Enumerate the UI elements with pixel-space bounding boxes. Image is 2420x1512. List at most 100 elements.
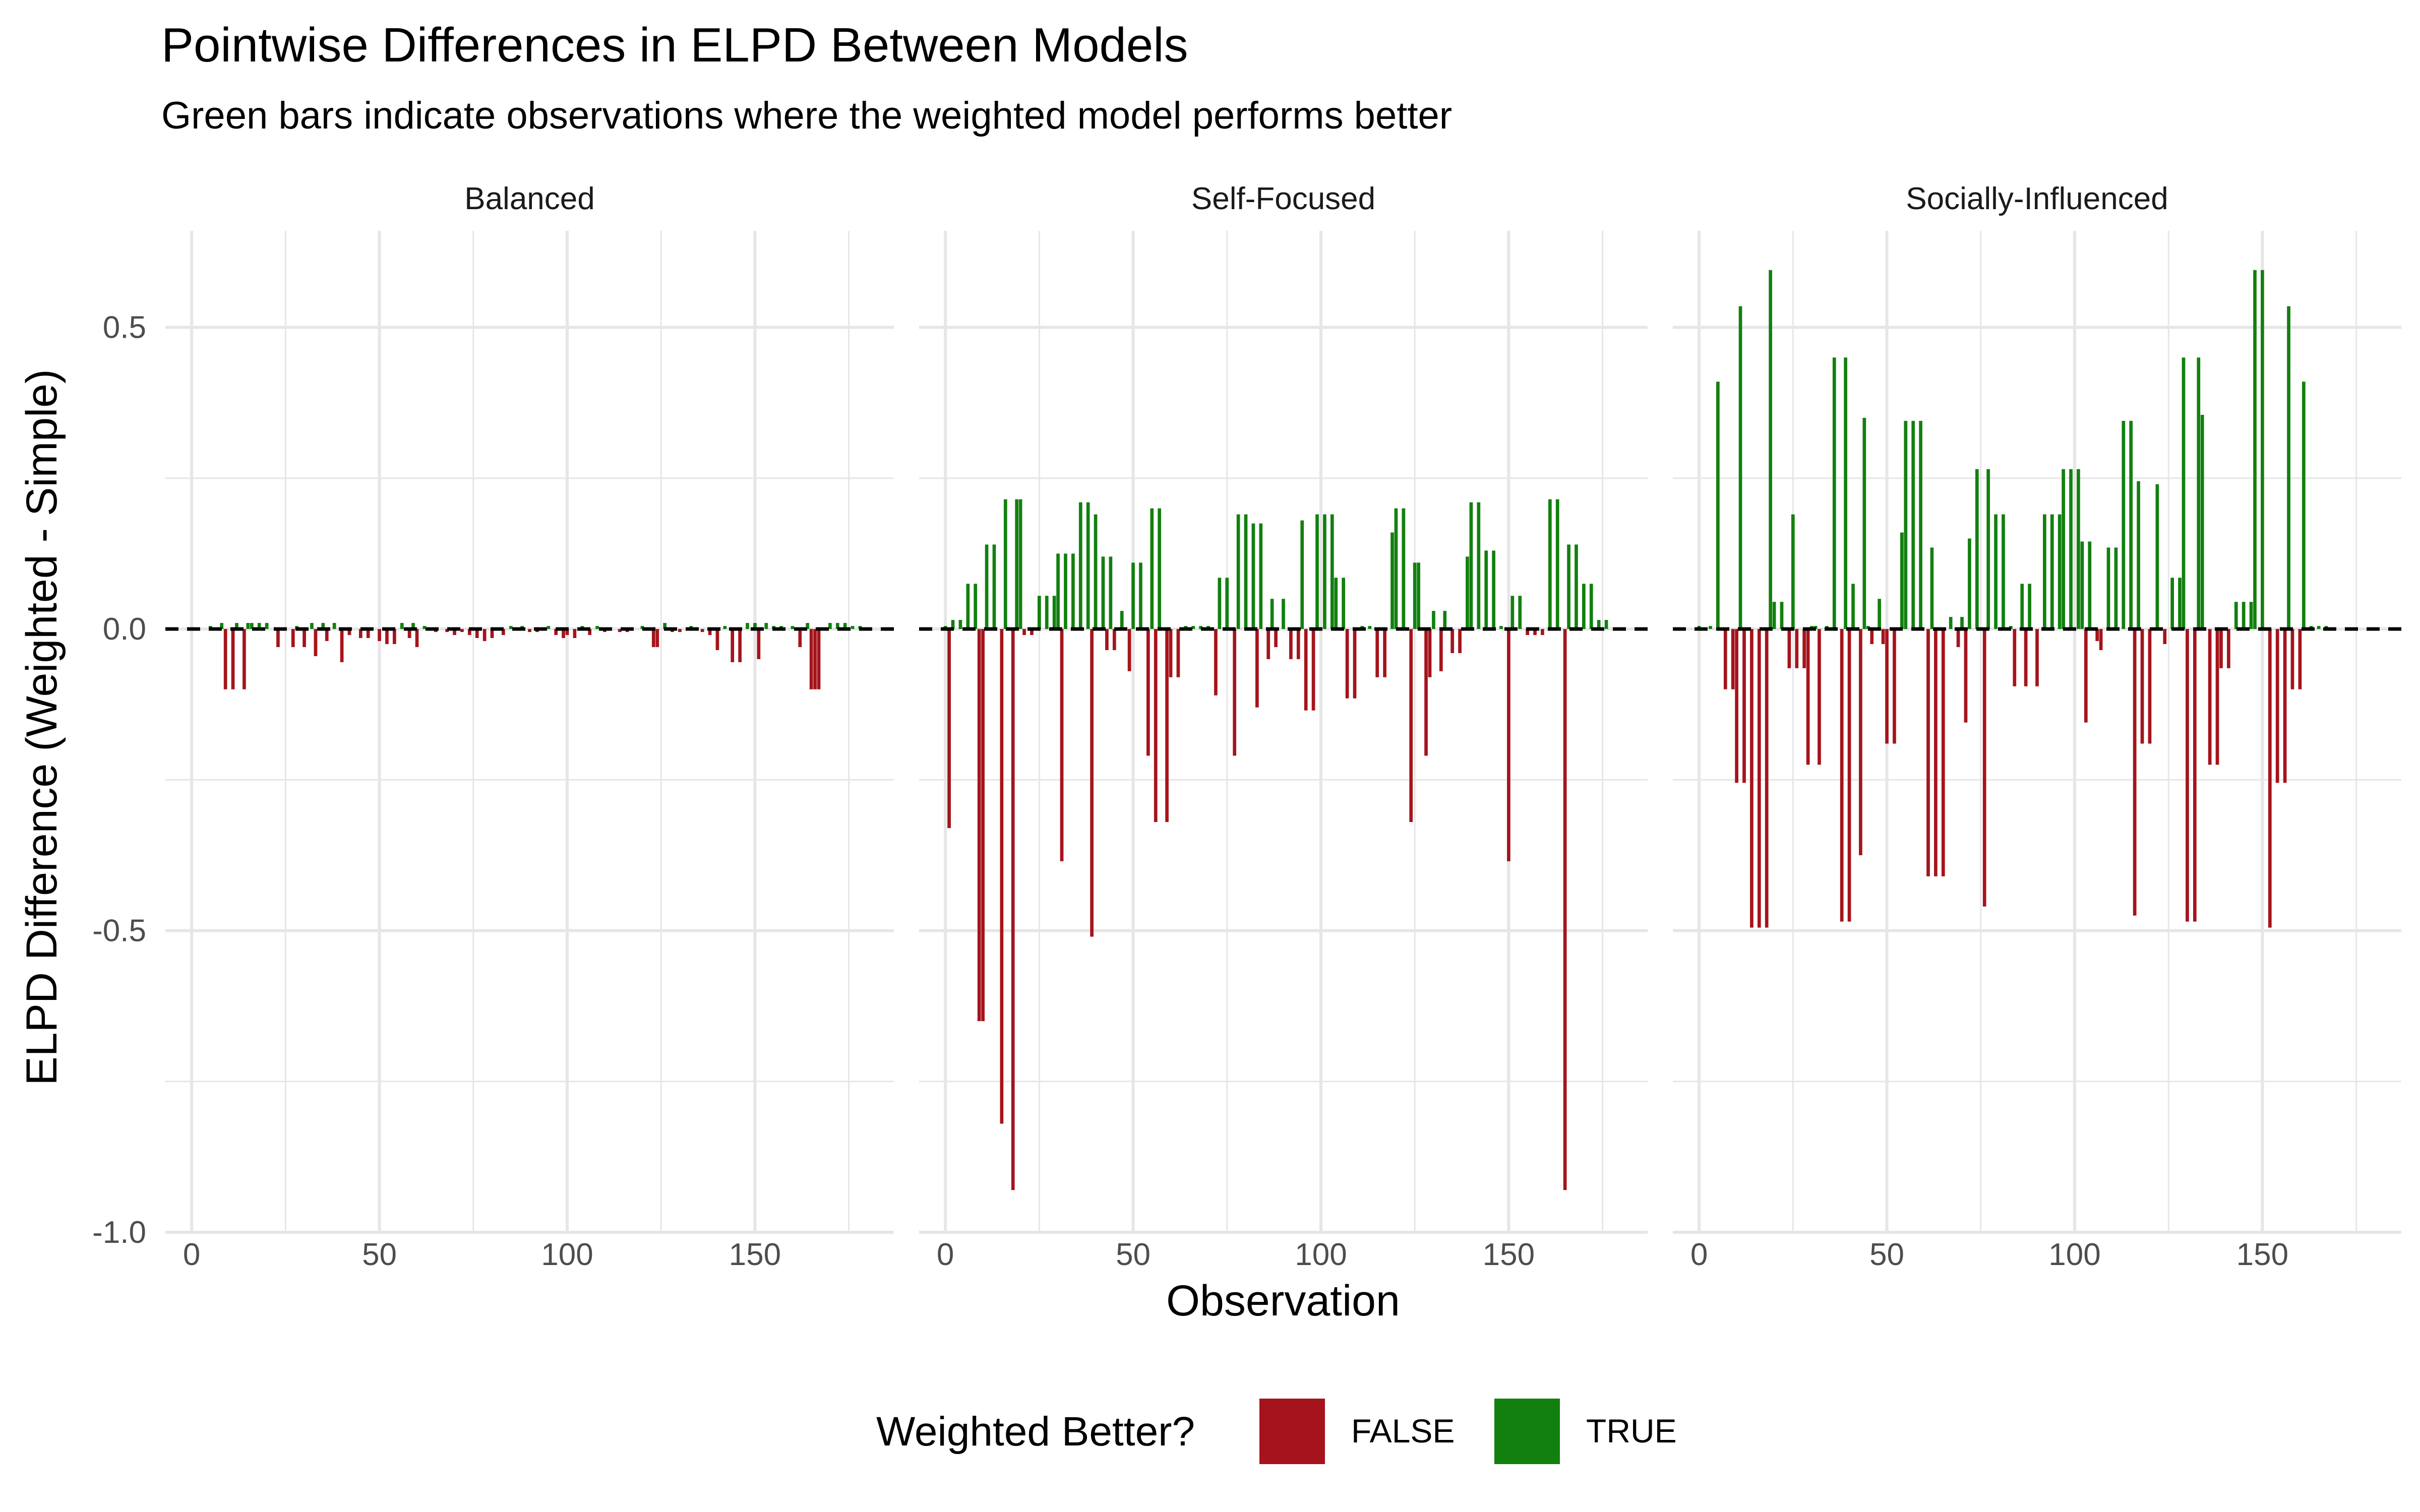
bar-obs-81 <box>2002 514 2005 629</box>
bar-obs-120 <box>1394 508 1398 629</box>
bar-obs-90 <box>2035 629 2039 686</box>
bar-obs-95 <box>547 626 551 629</box>
bar-obs-130 <box>678 629 682 632</box>
bar-obs-72 <box>1214 629 1218 696</box>
bar-obs-80 <box>1244 514 1248 629</box>
x-tick-label: 50 <box>1869 1237 1904 1272</box>
y-axis-title: ELPD Difference (Weighted - Simple) <box>18 369 66 1085</box>
bar-obs-168 <box>1575 544 1578 629</box>
bar-obs-18 <box>1765 629 1769 928</box>
bar-obs-70 <box>1960 617 1964 629</box>
bar-obs-176 <box>851 626 855 629</box>
x-tick-label: 100 <box>2048 1237 2100 1272</box>
bar-obs-24 <box>1787 629 1791 668</box>
bar-obs-167 <box>817 629 821 689</box>
bar-obs-124 <box>1409 629 1413 823</box>
bar-obs-136 <box>2208 629 2212 765</box>
bar-obs-151 <box>1510 596 1515 629</box>
bar-obs-153 <box>1518 596 1522 629</box>
bar-obs-40 <box>340 629 344 662</box>
bar-obs-123 <box>651 629 655 647</box>
bar-obs-9 <box>223 629 227 689</box>
bar-obs-19 <box>1769 270 1773 629</box>
bar-obs-45 <box>358 629 362 638</box>
bar-obs-3 <box>1709 626 1712 629</box>
bar-obs-100 <box>565 629 569 635</box>
bar-obs-103 <box>1330 514 1334 629</box>
bar-obs-14 <box>243 629 246 689</box>
bar-obs-94 <box>1296 629 1300 659</box>
bar-obs-46 <box>1870 629 1874 644</box>
facet-strip-label: Self-Focused <box>1191 181 1375 216</box>
bar-obs-52 <box>385 629 389 644</box>
bar-obs-55 <box>1904 421 1908 629</box>
bar-obs-31 <box>1060 629 1064 861</box>
bar-obs-40 <box>1094 514 1098 629</box>
bar-obs-13 <box>992 544 996 629</box>
bar-obs-29 <box>1052 596 1056 629</box>
bar-obs-23 <box>276 629 280 647</box>
bar-obs-59 <box>1919 421 1922 629</box>
bar-obs-11 <box>231 629 235 689</box>
bar-obs-5 <box>1716 382 1720 629</box>
bar-obs-132 <box>2193 629 2197 922</box>
bar-obs-102 <box>2080 541 2084 629</box>
bar-obs-11 <box>985 544 989 629</box>
bar-obs-79 <box>1994 514 1998 629</box>
bar-obs-172 <box>835 623 839 629</box>
bar-obs-43 <box>1859 629 1862 855</box>
bar-obs-86 <box>2020 584 2024 629</box>
bar-obs-165 <box>809 629 813 689</box>
bar-obs-115 <box>2129 421 2133 629</box>
y-tick-label: -1.0 <box>92 1215 146 1250</box>
bar-obs-114 <box>618 629 622 632</box>
bar-obs-52 <box>1139 562 1142 629</box>
bar-obs-144 <box>731 629 735 662</box>
bar-obs-76 <box>475 629 479 638</box>
bar-obs-161 <box>2302 382 2306 629</box>
bar-obs-129 <box>1428 629 1432 677</box>
bar-obs-103 <box>2084 629 2088 723</box>
bar-obs-106 <box>1342 578 1346 629</box>
bar-obs-117 <box>2137 481 2140 629</box>
legend-label-false: FALSE <box>1351 1412 1455 1450</box>
bar-obs-74 <box>1975 469 1979 629</box>
bar-obs-50 <box>1131 562 1135 629</box>
bar-obs-40 <box>1847 629 1851 922</box>
bar-obs-65 <box>1941 629 1945 876</box>
bar-obs-78 <box>1236 514 1240 629</box>
bar-obs-148 <box>1499 626 1503 629</box>
bar-obs-101 <box>2077 469 2080 629</box>
bar-obs-142 <box>1477 502 1481 629</box>
bar-obs-97 <box>2062 469 2065 629</box>
bar-obs-78 <box>482 629 487 641</box>
bar-obs-83 <box>1255 629 1259 708</box>
bar-obs-148 <box>2253 270 2257 629</box>
bar-obs-7 <box>1723 629 1727 689</box>
bar-obs-25 <box>1791 514 1795 629</box>
bar-obs-92 <box>2043 514 2046 629</box>
chart-subtitle: Green bars indicate observations where t… <box>161 94 1452 137</box>
bar-obs-84 <box>2013 629 2017 686</box>
bar-obs-54 <box>393 629 396 644</box>
bar-obs-62 <box>1176 629 1180 677</box>
bar-obs-129 <box>2182 357 2186 629</box>
bar-obs-137 <box>1458 629 1462 653</box>
bar-obs-10 <box>1735 629 1738 783</box>
bar-obs-56 <box>400 623 404 629</box>
bar-obs-67 <box>1949 617 1953 629</box>
bar-obs-132 <box>1439 629 1443 671</box>
bar-obs-99 <box>2069 469 2073 629</box>
bar-obs-97 <box>554 629 558 635</box>
bar-obs-174 <box>1597 620 1601 629</box>
bar-obs-74 <box>467 629 471 635</box>
bar-obs-22 <box>1780 602 1784 629</box>
chart-title: Pointwise Differences in ELPD Between Mo… <box>161 18 1188 72</box>
bar-obs-107 <box>1345 629 1349 699</box>
bar-obs-20 <box>265 623 269 629</box>
bar-obs-115 <box>1375 629 1379 677</box>
bar-obs-101 <box>1323 514 1326 629</box>
facet-panel-self-focused: Self-Focused 0 50 100 150 <box>919 181 1648 1272</box>
bar-obs-47 <box>366 629 370 638</box>
bar-obs-94 <box>2050 514 2054 629</box>
